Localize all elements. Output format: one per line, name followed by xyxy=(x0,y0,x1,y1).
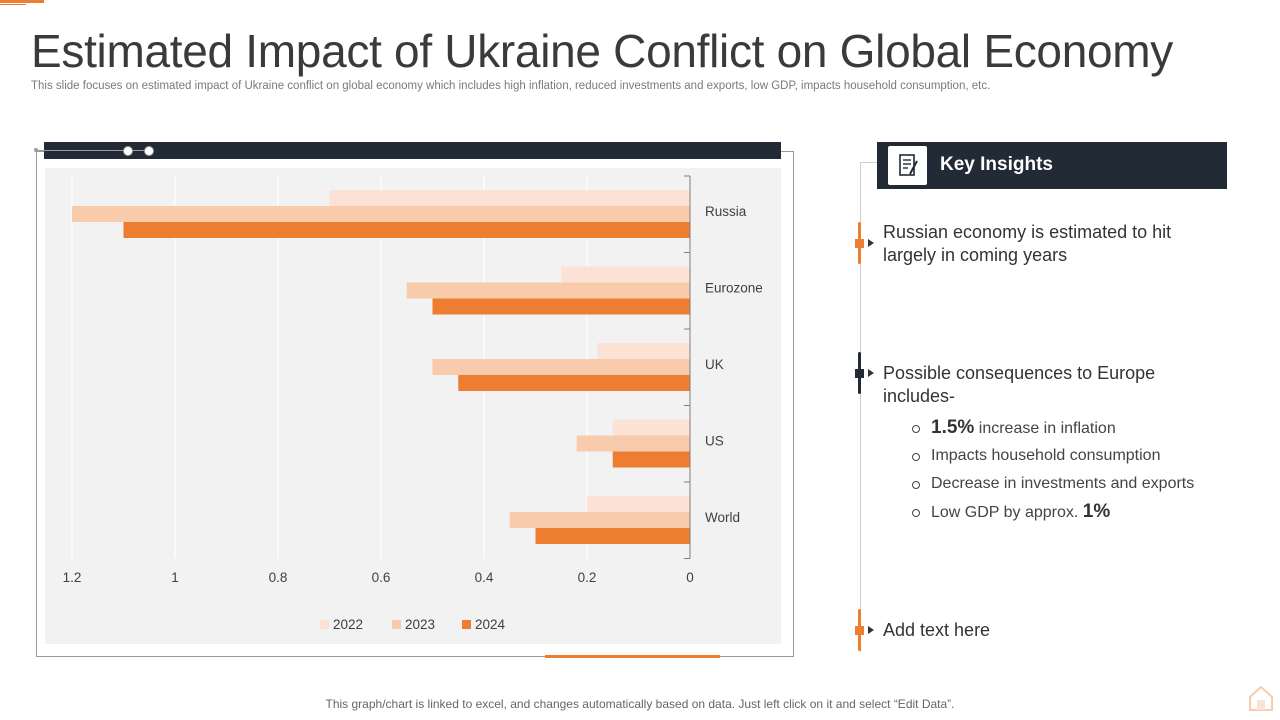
corner-accent xyxy=(0,0,44,3)
list-item: Impacts household consumption xyxy=(912,442,1194,470)
legend-label-2022: 2022 xyxy=(333,617,363,632)
x-tick-label: 1.2 xyxy=(63,570,82,585)
x-tick-label: 0.4 xyxy=(475,570,494,585)
page-subtitle: This slide focuses on estimated impact o… xyxy=(31,80,991,92)
chart-plot-background xyxy=(45,168,781,644)
legend-swatch-2024 xyxy=(462,620,471,629)
bar-2022-world xyxy=(587,496,690,512)
bar-2022-russia xyxy=(329,190,690,206)
timeline-marker xyxy=(855,609,878,653)
x-tick-label: 0.8 xyxy=(269,570,288,585)
insight-point-1: Russian economy is estimated to hit larg… xyxy=(883,222,1172,265)
legend-swatch-2023 xyxy=(392,620,401,629)
timeline-marker xyxy=(855,352,878,396)
x-tick-label: 0.2 xyxy=(578,570,597,585)
insight-point-3[interactable]: Add text here xyxy=(883,620,991,640)
corner-accent-line xyxy=(0,4,26,5)
bar-2023-world xyxy=(509,512,690,528)
bar-2023-us xyxy=(576,435,690,452)
legend-label-2023: 2023 xyxy=(405,617,435,632)
x-tick-label: 1 xyxy=(171,570,179,585)
legend-label-2024: 2024 xyxy=(475,617,506,632)
list-item: 1.5% increase in inflation xyxy=(912,414,1194,442)
home-icon[interactable] xyxy=(1246,683,1276,713)
timeline-marker xyxy=(855,222,878,266)
legend-swatch-2022 xyxy=(320,620,329,629)
slider-line xyxy=(37,150,149,151)
list-item: Decrease in investments and exports xyxy=(912,470,1194,498)
slider-dot xyxy=(123,146,133,156)
x-tick-label: 0 xyxy=(686,570,694,585)
bar-2022-us xyxy=(612,419,690,436)
bar-2023-eurozone xyxy=(406,282,690,299)
key-insights-title: Key Insights xyxy=(940,154,1053,175)
slider-dot xyxy=(144,146,154,156)
bar-2023-russia xyxy=(72,206,690,222)
x-tick-label: 0.6 xyxy=(372,570,391,585)
insight-point-2: Possible consequences to Europe includes… xyxy=(883,363,1156,406)
list-item: Low GDP by approx. 1% xyxy=(912,498,1194,526)
category-label: Russia xyxy=(705,204,747,219)
bar-2024-us xyxy=(612,451,690,468)
consequence-list: 1.5% increase in inflation Impacts house… xyxy=(912,414,1194,526)
page-title: Estimated Impact of Ukraine Conflict on … xyxy=(31,25,1173,77)
bar-2024-russia xyxy=(123,222,690,238)
timeline-line xyxy=(860,162,861,652)
chart-frame-topbar xyxy=(44,142,781,159)
timeline-connector xyxy=(860,162,877,163)
frame-bottom-accent xyxy=(545,655,720,658)
bar-2024-world xyxy=(535,528,690,544)
category-label: UK xyxy=(705,357,724,372)
bar-2022-eurozone xyxy=(561,266,690,283)
bar-2024-eurozone xyxy=(432,298,690,315)
category-label: World xyxy=(705,510,740,525)
bar-2023-uk xyxy=(432,359,690,375)
bar-2022-uk xyxy=(597,343,690,359)
key-insights-header: Key Insights xyxy=(877,142,1227,189)
footer-note: This graph/chart is linked to excel, and… xyxy=(325,697,955,711)
category-label: Eurozone xyxy=(705,281,763,296)
category-label: US xyxy=(705,434,724,449)
bar-chart[interactable]: Russia Eurozone UK US World 1.2 1 0.8 0.6 0.4 0.2 0… xyxy=(45,168,781,644)
slider-dot xyxy=(34,148,38,152)
document-pen-icon xyxy=(888,146,927,185)
bar-2024-uk xyxy=(458,375,690,391)
